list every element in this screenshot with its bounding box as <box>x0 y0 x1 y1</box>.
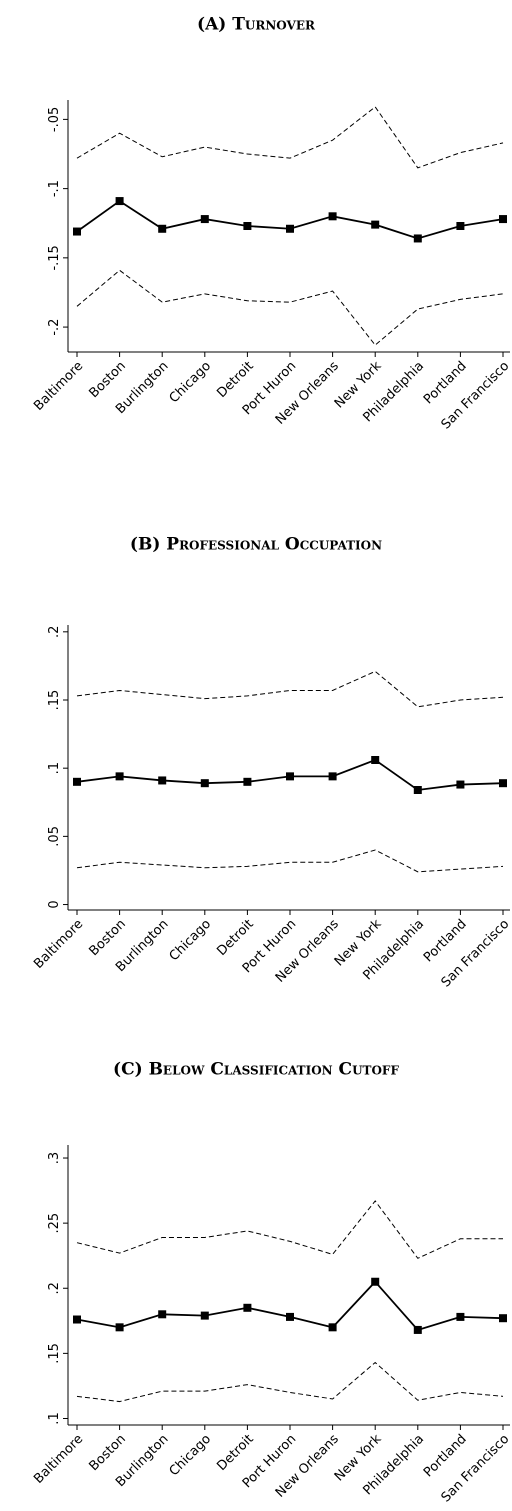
point <box>243 222 252 230</box>
x-tick-label: Chicago <box>167 1432 215 1480</box>
point <box>328 1323 337 1332</box>
point <box>456 780 465 789</box>
y-tick-label: .15 <box>47 1343 62 1364</box>
point <box>158 1310 167 1319</box>
point <box>328 212 337 221</box>
point <box>413 786 422 794</box>
y-tick-label: .05 <box>47 826 62 847</box>
point <box>371 1277 380 1286</box>
chart-title: (A) Turnover <box>197 15 316 35</box>
x-tick-label: Detroit <box>214 359 256 401</box>
bound-line <box>76 269 504 346</box>
x-tick-label: Chicago <box>167 917 215 965</box>
point <box>499 1314 507 1323</box>
x-tick-label: Boston <box>87 359 129 401</box>
x-tick-label: Baltimore <box>31 359 86 414</box>
point <box>73 1315 81 1324</box>
point <box>286 224 294 233</box>
point <box>286 772 294 781</box>
bound-line <box>76 670 504 708</box>
point <box>413 1325 422 1334</box>
point <box>115 772 124 781</box>
point <box>243 1303 252 1312</box>
estimate-line <box>76 1280 504 1331</box>
x-tick-label: Boston <box>87 917 129 959</box>
point <box>371 756 380 764</box>
chart-title: (C) Below Classification Cutoff <box>113 1060 399 1080</box>
y-tick-label: -.15 <box>47 245 62 270</box>
x-tick-label: Detroit <box>214 1432 256 1474</box>
point <box>286 1312 294 1321</box>
point <box>73 227 81 236</box>
y-tick-label: .1 <box>47 762 62 774</box>
point <box>456 1312 465 1321</box>
estimate-line <box>76 199 504 240</box>
x-tick-label: Chicago <box>167 359 215 407</box>
bound-line <box>76 106 504 169</box>
point <box>115 1323 124 1332</box>
y-tick-label: 0 <box>47 900 62 908</box>
bound-line <box>76 1200 503 1259</box>
point <box>499 215 507 224</box>
point <box>371 220 380 229</box>
point <box>158 776 167 785</box>
point <box>115 197 124 206</box>
point <box>243 777 252 786</box>
y-tick-label: .1 <box>47 1412 62 1424</box>
y-tick-label: .2 <box>47 626 62 638</box>
point <box>328 772 337 781</box>
y-tick-label: .15 <box>47 690 62 711</box>
x-tick-label: Boston <box>87 1432 129 1474</box>
bound-line <box>76 1361 504 1403</box>
y-tick-label: .25 <box>47 1213 62 1234</box>
point <box>200 1311 209 1320</box>
point <box>200 779 209 788</box>
y-tick-label: -.1 <box>47 180 62 197</box>
point <box>413 234 422 243</box>
y-tick-label: .2 <box>47 1282 62 1294</box>
y-tick-label: .3 <box>47 1152 62 1164</box>
x-tick-label: Baltimore <box>31 1432 86 1487</box>
y-tick-label: -.2 <box>47 319 62 336</box>
y-tick-label: -.05 <box>47 107 62 132</box>
point <box>158 224 167 233</box>
x-tick-label: Detroit <box>214 917 256 959</box>
point <box>73 777 81 786</box>
x-tick-label: Baltimore <box>31 917 86 972</box>
point <box>499 779 507 788</box>
bound-line <box>76 849 504 873</box>
point <box>456 222 465 230</box>
chart-title: (B) Professional Occupation <box>130 535 382 555</box>
point <box>200 215 209 224</box>
